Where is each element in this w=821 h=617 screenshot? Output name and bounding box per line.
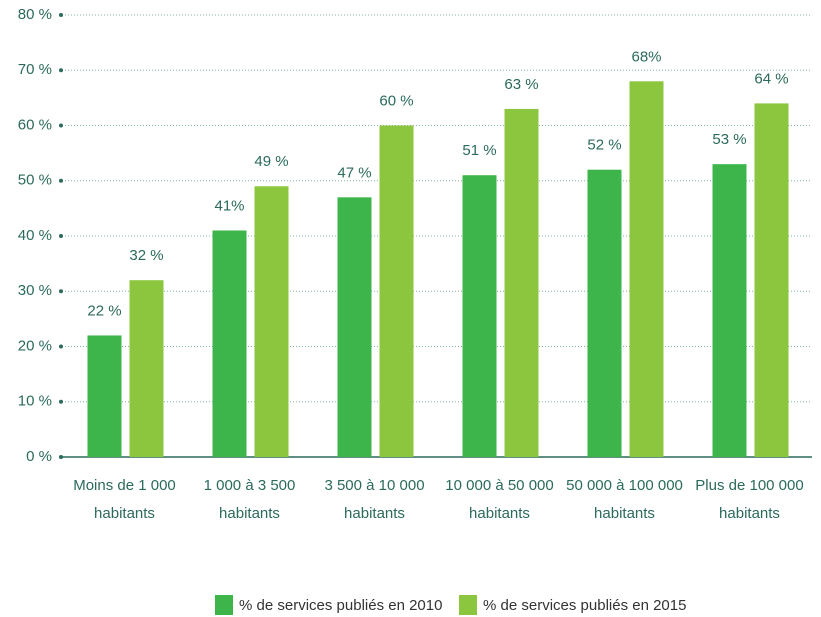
value-label: 22 % <box>87 302 121 319</box>
legend-label: % de services publiés en 2015 <box>483 597 686 614</box>
x-tick-label: Plus de 100 000 habitants <box>695 477 804 522</box>
legend-label: % de services publiés en 2010 <box>239 597 442 614</box>
tick-mark <box>59 289 63 294</box>
value-label: 49 % <box>254 153 288 170</box>
bar <box>87 335 122 457</box>
bar <box>504 108 539 458</box>
legend-swatch <box>215 595 233 615</box>
y-tick-label: 10 % <box>18 393 52 410</box>
y-tick-label: 0 % <box>26 448 52 465</box>
x-tick-label: 10 000 à 50 000 habitants <box>445 477 554 522</box>
value-label: 64 % <box>754 70 788 87</box>
y-tick-label: 80 % <box>18 6 52 23</box>
value-label: 41% <box>214 197 244 214</box>
bar <box>712 164 747 458</box>
bar <box>129 280 164 457</box>
x-tick-label: 3 500 à 10 000 habitants <box>324 477 425 522</box>
y-tick-label: 60 % <box>18 116 52 133</box>
value-label: 51 % <box>462 142 496 159</box>
bar <box>379 125 414 457</box>
y-tick-label: 50 % <box>18 172 52 189</box>
bar <box>587 169 622 457</box>
legend-swatch <box>459 595 477 615</box>
tick-mark <box>59 13 63 17</box>
bar <box>629 81 664 458</box>
tick-mark <box>59 344 63 349</box>
value-label: 68% <box>631 48 661 65</box>
bar <box>337 197 372 457</box>
x-tick-label: Moins de 1 000 habitants <box>73 477 176 522</box>
tick-mark <box>59 399 63 404</box>
y-tick-label: 30 % <box>18 282 52 299</box>
value-label: 47 % <box>337 164 371 181</box>
value-label: 63 % <box>504 76 538 93</box>
value-label: 52 % <box>587 137 621 154</box>
tick-mark <box>59 123 63 128</box>
y-tick-label: 70 % <box>18 61 52 78</box>
x-tick-label: 50 000 à 100 000 habitants <box>566 477 683 522</box>
tick-mark <box>59 68 63 73</box>
tick-mark <box>59 234 63 238</box>
bar <box>212 230 247 457</box>
bar <box>254 186 289 457</box>
x-tick-label: 1 000 à 3 500 habitants <box>203 477 296 522</box>
y-tick-label: 40 % <box>18 227 52 244</box>
value-label: 60 % <box>379 92 413 109</box>
bar <box>462 175 497 457</box>
value-label: 53 % <box>712 131 746 148</box>
tick-mark <box>59 178 63 183</box>
y-tick-label: 20 % <box>18 337 52 354</box>
value-label: 32 % <box>129 247 163 264</box>
bar <box>754 103 789 458</box>
